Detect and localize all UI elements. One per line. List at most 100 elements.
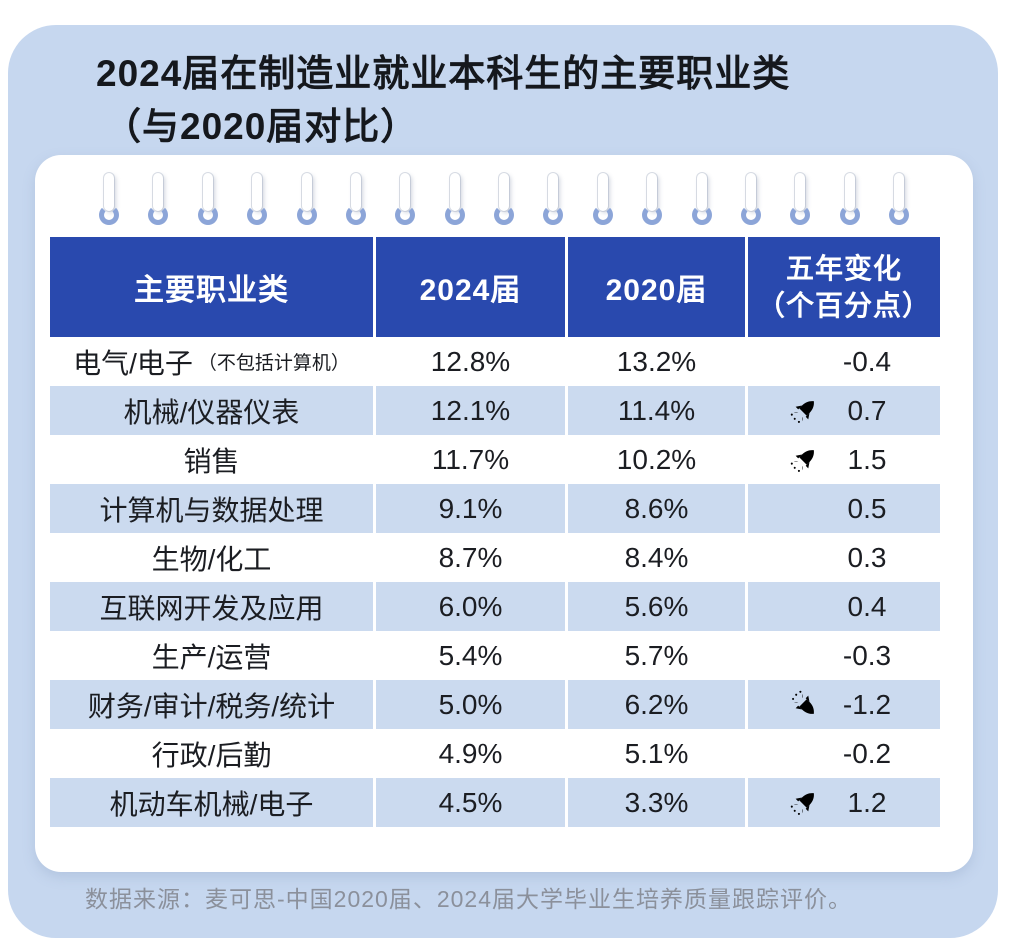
change-value: 1.2 — [847, 786, 887, 818]
binder-ring-icon — [592, 173, 613, 225]
change-cell: 0.3 — [745, 533, 940, 582]
binder-ring-icon — [444, 173, 465, 225]
table-row: 销售 11.7% 10.2% 1.5 — [50, 435, 940, 484]
category-cell: 销售 — [183, 445, 240, 477]
trend-slot — [781, 538, 827, 578]
table-card: 主要职业类 2024届 2020届 五年变化 （个百分点） 电气/电子 （不包括计… — [35, 155, 973, 872]
category-cell: 计算机与数据处理 — [99, 494, 324, 526]
category-cell: 生产/运营 — [151, 641, 272, 673]
value-2024-cell: 8.7% — [373, 533, 565, 582]
infographic-poster: 2024届在制造业就业本科生的主要职业类 （与2020届对比） 主要职业类 — [8, 25, 998, 938]
binder-ring-icon — [395, 173, 416, 225]
value-2024-cell: 12.8% — [373, 337, 565, 386]
value-2020-cell: 5.7% — [565, 631, 745, 680]
trend-slot — [781, 391, 827, 431]
value-2020-cell: 3.3% — [565, 778, 745, 827]
value-2020-cell: 13.2% — [565, 337, 745, 386]
rocket-down-icon — [787, 688, 820, 721]
table-row: 机动车机械/电子 4.5% 3.3% 1.2 — [50, 778, 940, 827]
binder-ring-icon — [740, 173, 761, 225]
table-row: 电气/电子 （不包括计算机） 12.8% 13.2% -0.4 — [50, 337, 940, 386]
header-change-line1: 五年变化 — [785, 253, 902, 284]
title-line-1: 2024届在制造业就业本科生的主要职业类 — [96, 53, 791, 94]
data-source-note: 数据来源：麦可思-中国2020届、2024届大学毕业生培养质量跟踪评价。 — [85, 886, 852, 912]
change-cell: 1.5 — [745, 435, 940, 484]
value-2020-cell: 11.4% — [565, 386, 745, 435]
category-cell: 行政/后勤 — [151, 739, 272, 771]
binder-ring-icon — [642, 173, 663, 225]
value-2024-cell: 9.1% — [373, 484, 565, 533]
title-line-2: （与2020届对比） — [104, 106, 419, 147]
trend-slot — [781, 685, 827, 725]
header-change-line2: （个百分点） — [756, 290, 931, 321]
binder-ring-icon — [197, 173, 218, 225]
binder-ring-icon — [839, 173, 860, 225]
header-category: 主要职业类 — [134, 274, 289, 307]
table-row: 生物/化工 8.7% 8.4% 0.3 — [50, 533, 940, 582]
change-cell: -0.3 — [745, 631, 940, 680]
change-cell: -0.4 — [745, 337, 940, 386]
category-cell: 机械/仪器仪表 — [123, 396, 300, 428]
trend-slot — [781, 636, 827, 676]
change-cell: -1.2 — [745, 680, 940, 729]
trend-slot — [781, 734, 827, 774]
binder-ring-icon — [543, 173, 564, 225]
trend-slot — [781, 440, 827, 480]
table-row: 机械/仪器仪表 12.1% 11.4% 0.7 — [50, 386, 940, 435]
occupation-table: 主要职业类 2024届 2020届 五年变化 （个百分点） 电气/电子 （不包括计… — [50, 237, 940, 827]
table-row: 行政/后勤 4.9% 5.1% -0.2 — [50, 729, 940, 778]
change-cell: 1.2 — [745, 778, 940, 827]
binder-ring-icon — [790, 173, 811, 225]
header-2024: 2024届 — [373, 237, 565, 337]
change-cell: 0.5 — [745, 484, 940, 533]
category-cell: 财务/审计/税务/统计 — [87, 690, 336, 722]
change-cell: -0.2 — [745, 729, 940, 778]
change-value: -0.3 — [842, 639, 892, 671]
binder-ring-icon — [494, 173, 514, 225]
category-cell: 电气/电子 （不包括计算机） — [50, 337, 373, 386]
change-value: -0.4 — [842, 345, 892, 377]
change-value: 0.7 — [847, 394, 887, 426]
binder-rings — [99, 173, 909, 225]
table-row: 生产/运营 5.4% 5.7% -0.3 — [50, 631, 940, 680]
change-value: 0.3 — [847, 541, 887, 573]
change-value: 0.5 — [847, 492, 887, 524]
category-cell: 互联网开发及应用 — [99, 592, 324, 624]
value-2024-cell: 4.5% — [373, 778, 565, 827]
value-2024-cell: 5.4% — [373, 631, 565, 680]
header-change: 五年变化 （个百分点） — [745, 237, 940, 337]
trend-slot — [781, 783, 827, 823]
change-value: -0.2 — [842, 737, 892, 769]
value-2024-cell: 5.0% — [373, 680, 565, 729]
value-2020-cell: 6.2% — [565, 680, 745, 729]
binder-ring-icon — [148, 173, 169, 225]
value-2020-cell: 8.6% — [565, 484, 745, 533]
table-body: 电气/电子 （不包括计算机） 12.8% 13.2% -0.4 机械/仪器仪表 1… — [50, 337, 940, 827]
value-2020-cell: 8.4% — [565, 533, 745, 582]
value-2024-cell: 11.7% — [373, 435, 565, 484]
binder-ring-icon — [296, 173, 317, 225]
change-value: 0.4 — [847, 590, 887, 622]
header-2020: 2020届 — [565, 237, 745, 337]
trend-slot — [781, 587, 827, 627]
category-cell: 生物/化工 — [151, 543, 272, 575]
value-2020-cell: 5.6% — [565, 582, 745, 631]
rocket-up-icon — [787, 394, 820, 427]
binder-ring-icon — [247, 173, 268, 225]
value-2020-cell: 5.1% — [565, 729, 745, 778]
table-row: 财务/审计/税务/统计 5.0% 6.2% -1.2 — [50, 680, 940, 729]
binder-ring-icon — [345, 173, 366, 225]
table-row: 互联网开发及应用 6.0% 5.6% 0.4 — [50, 582, 940, 631]
category-cell: 机动车机械/电子 — [109, 788, 314, 820]
change-cell: 0.4 — [745, 582, 940, 631]
category-note: （不包括计算机） — [197, 353, 350, 374]
change-cell: 0.7 — [745, 386, 940, 435]
binder-ring-icon — [99, 173, 119, 225]
value-2020-cell: 10.2% — [565, 435, 745, 484]
trend-slot — [781, 489, 827, 529]
page-title: 2024届在制造业就业本科生的主要职业类 （与2020届对比） — [96, 47, 998, 153]
change-value: -1.2 — [842, 688, 892, 720]
change-value: 1.5 — [847, 443, 887, 475]
value-2024-cell: 12.1% — [373, 386, 565, 435]
table-header-row: 主要职业类 2024届 2020届 五年变化 （个百分点） — [50, 237, 940, 337]
